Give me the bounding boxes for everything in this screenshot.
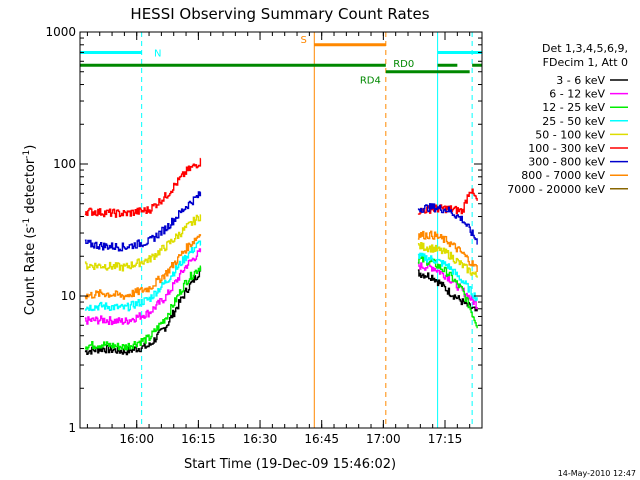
series-line [84,265,202,351]
x-axis-label: Start Time (19-Dec-09 15:46:02) [184,457,396,472]
footer-timestamp: 14-May-2010 12:47 [558,469,636,478]
plot-decor [79,32,473,428]
series-line [84,248,202,326]
series-line [84,191,202,252]
chart-title: HESSI Observing Summary Count Rates [130,5,429,23]
x-tick-label: 16:45 [304,432,339,446]
y-tick-label: 1 [68,421,76,435]
x-tick-label: 16:15 [181,432,216,446]
y-axis-label: Count Rate (s-1 detector-1) [22,145,38,316]
legend-header-2: FDecim 1, Att 0 [543,56,628,69]
legend-label: 3 - 6 keV [556,74,605,87]
series-line [417,242,478,278]
x-tick-label: 17:15 [428,432,463,446]
observing-bar-label: RD4 [360,76,381,87]
observing-bars: N S RD0 RD4 [80,35,482,87]
y-tick-label: 10 [61,289,76,303]
legend-label: 800 - 7000 keV [521,169,605,182]
series-line [84,240,202,312]
series-line [417,230,478,272]
legend-header-1: Det 1,3,4,5,6,9, [542,42,628,55]
legend-label: 6 - 12 keV [549,88,605,101]
legend-label: 12 - 25 keV [542,101,605,114]
x-tick-label: 17:00 [366,432,401,446]
series-line [84,266,202,356]
legend-label: 100 - 300 keV [528,142,605,155]
series-line [84,157,202,218]
series-line [417,188,478,215]
observing-bar-label: S [301,35,307,46]
axis-ticks: 16:00 16:15 16:30 16:45 17:00 17:15 1 10 100 1000 [45,25,482,446]
x-tick-label: 16:30 [243,432,278,446]
series-line [417,252,478,302]
series-layer [84,157,478,356]
observing-bar-label: RD0 [393,59,414,70]
series-line [417,255,478,329]
series-line [417,262,478,310]
series-line [417,203,478,245]
legend-label: 300 - 800 keV [528,156,605,169]
plot-frame [79,31,483,429]
legend-label: 7000 - 20000 keV [507,183,605,196]
series-line [417,269,478,312]
legend-label: 50 - 100 keV [535,128,605,141]
series-line [84,214,202,272]
y-tick-label: 100 [53,157,76,171]
x-tick-label: 16:00 [119,432,154,446]
legend: Det 1,3,4,5,6,9, FDecim 1, Att 0 3 - 6 k… [507,42,628,196]
legend-label: 25 - 50 keV [542,115,605,128]
observing-bar-label: N [154,48,161,59]
series-line [84,234,202,300]
y-tick-label: 1000 [45,25,76,39]
